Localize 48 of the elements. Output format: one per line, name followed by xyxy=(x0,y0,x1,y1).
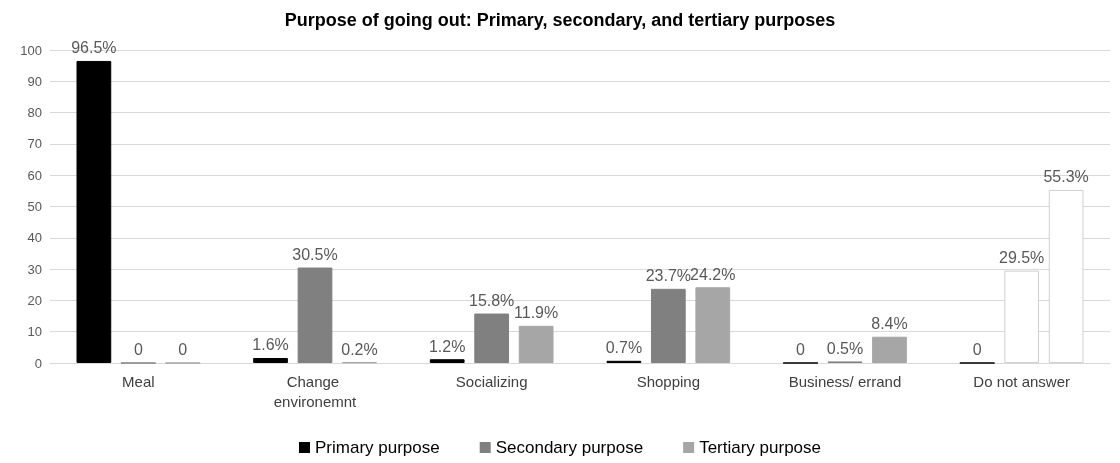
data-label: 0.7% xyxy=(605,339,643,357)
bar xyxy=(429,359,465,363)
bar xyxy=(253,357,288,363)
data-label: 0 xyxy=(178,341,188,358)
x-tick-label: Do not answer xyxy=(973,372,1071,390)
x-tick-label: Change environemnt xyxy=(273,372,358,410)
bar xyxy=(518,325,554,363)
bar xyxy=(872,336,907,363)
data-label: 0 xyxy=(133,341,143,358)
data-label: 0.5% xyxy=(826,339,864,357)
y-tick-label: 70 xyxy=(27,136,42,152)
data-label: 55.3% xyxy=(1043,168,1089,186)
data-label: 1.2% xyxy=(428,337,466,355)
data-label: 96.5% xyxy=(71,39,117,57)
data-label: 23.7% xyxy=(645,267,692,285)
x-tick-label: Shopping xyxy=(636,372,701,390)
legend-label: Secondary purpose xyxy=(495,438,644,457)
bar xyxy=(474,313,510,363)
y-tick-label: 0 xyxy=(34,355,42,371)
legend-label: Tertiary purpose xyxy=(699,438,822,457)
data-label: 29.5% xyxy=(998,249,1045,267)
data-label: 15.8% xyxy=(468,292,515,310)
bar xyxy=(297,267,333,363)
y-tick-label: 10 xyxy=(27,324,42,340)
data-label: 1.6% xyxy=(252,336,289,354)
y-tick-label: 30 xyxy=(27,261,42,277)
data-label: 30.5% xyxy=(292,246,338,264)
bar xyxy=(76,60,112,363)
y-tick-label: 20 xyxy=(27,292,42,308)
y-tick-label: 80 xyxy=(27,105,42,121)
data-label: 0 xyxy=(972,341,982,358)
chart-title: Purpose of going out: Primary, secondary, and tertiary purposes xyxy=(284,10,836,30)
y-tick-label: 50 xyxy=(27,199,42,214)
bar xyxy=(650,288,686,363)
data-label: 8.4% xyxy=(871,315,908,333)
x-tick-label: Business/ errand xyxy=(788,372,902,390)
bar xyxy=(695,287,731,363)
data-label: 0 xyxy=(796,341,806,358)
y-tick-label: 60 xyxy=(27,167,42,183)
data-label: 24.2% xyxy=(690,265,736,283)
x-tick-label: Socializing xyxy=(455,372,528,390)
data-label: 0.2% xyxy=(341,340,378,358)
y-tick-label: 100 xyxy=(20,42,42,58)
x-tick-label: Meal xyxy=(122,372,155,390)
y-tick-label: 40 xyxy=(27,230,42,246)
data-label: 11.9% xyxy=(514,304,559,322)
y-tick-label: 90 xyxy=(27,73,42,89)
legend-label: Primary purpose xyxy=(314,438,440,457)
